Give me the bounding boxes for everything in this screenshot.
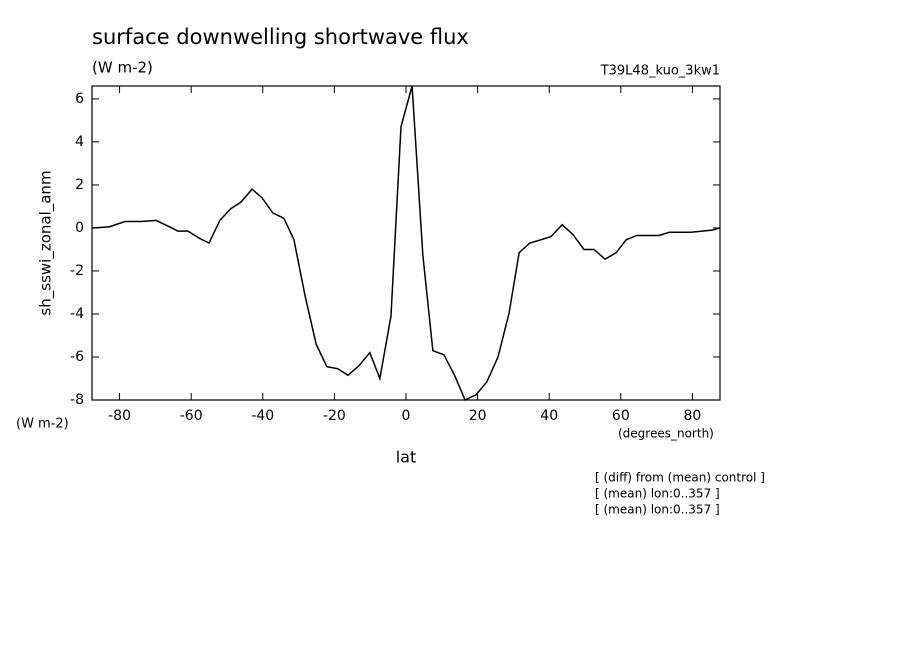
y-axis-label: sh_sswi_zonal_anm — [37, 170, 56, 315]
y-tick-label: -4 — [70, 306, 84, 322]
y-tick-label: 2 — [75, 177, 84, 193]
x-tick-label: 20 — [469, 408, 487, 424]
y-tick-label: 0 — [75, 220, 84, 236]
x-tick-label: -40 — [251, 408, 274, 424]
y-tick-label: -8 — [70, 392, 84, 408]
plot-frame — [91, 85, 721, 401]
y-units: (W m-2) — [16, 417, 69, 432]
note: [ (mean) lon:0..357 ] — [595, 487, 720, 501]
dataset-label: T39L48_kuo_3kw1 — [600, 64, 720, 79]
chart-title: surface downwelling shortwave flux — [92, 25, 469, 49]
x-tick-label: 80 — [684, 408, 702, 424]
x-tick-label: -80 — [108, 408, 131, 424]
x-tick-label: 60 — [612, 408, 630, 424]
y-tick-label: 4 — [75, 134, 84, 150]
y-tick-label: 6 — [75, 91, 84, 107]
x-units: (degrees_north) — [618, 427, 714, 441]
note: [ (diff) from (mean) control ] — [595, 471, 765, 485]
x-tick-label: 40 — [540, 408, 558, 424]
x-tick-label: -20 — [323, 408, 346, 424]
chart-subtitle: (W m-2) — [92, 59, 153, 77]
note: [ (mean) lon:0..357 ] — [595, 503, 720, 517]
x-tick-label: 0 — [402, 408, 411, 424]
x-tick-label: -60 — [180, 408, 203, 424]
y-tick-label: -6 — [70, 349, 84, 365]
x-axis-label: lat — [396, 448, 417, 467]
data-line — [91, 85, 721, 402]
y-tick-label: -2 — [70, 263, 84, 279]
